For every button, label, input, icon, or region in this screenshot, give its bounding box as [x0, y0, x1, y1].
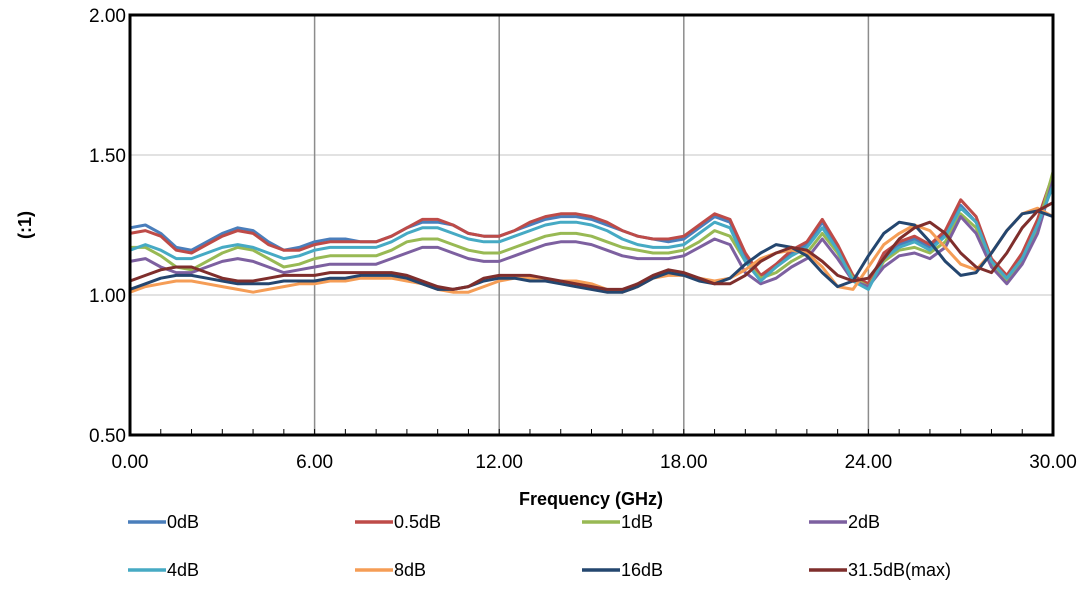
- series-line: [128, 201, 1055, 291]
- axes: 0.50 1.00 1.50 2.00 0.00 6.00 12.00 18.00 24.00 3…: [89, 6, 1077, 473]
- legend-label: 4dB: [167, 560, 199, 580]
- legend-label: 2dB: [848, 512, 880, 532]
- series-line: [128, 175, 1055, 289]
- legend-item: 16dB: [582, 560, 663, 580]
- legend-item: 1dB: [582, 512, 653, 532]
- series-lines: [128, 170, 1055, 294]
- legend-label: 31.5dB(max): [848, 560, 951, 580]
- x-tick-label: 24.00: [845, 452, 893, 473]
- series-line: [128, 209, 1055, 294]
- y-tick-label: 0.50: [89, 426, 126, 447]
- x-tick-label: 12.00: [475, 452, 523, 473]
- series-line: [128, 170, 1055, 289]
- series-line: [128, 184, 1055, 291]
- legend-item: 0dB: [128, 512, 199, 532]
- legend-label: 0dB: [167, 512, 199, 532]
- y-tick-label: 2.00: [89, 6, 126, 27]
- legend-label: 8dB: [394, 560, 426, 580]
- legend-item: 8dB: [355, 560, 426, 580]
- series-line: [128, 173, 1055, 286]
- legend-label: 0.5dB: [394, 512, 441, 532]
- y-tick-label: 1.00: [89, 286, 126, 307]
- legend: 0dB 0.5dB 1dB 2dB 4dB 8dB 16dB 31.5dB(max): [128, 512, 951, 580]
- series-line: [128, 206, 1055, 294]
- legend-label: 16dB: [621, 560, 663, 580]
- x-tick-label: 18.00: [660, 452, 708, 473]
- y-axis-title: (:1): [15, 211, 35, 239]
- legend-item: 31.5dB(max): [809, 560, 951, 580]
- gridlines: [130, 15, 1053, 435]
- x-tick-label: 30.00: [1029, 452, 1077, 473]
- x-tick-label: 0.00: [112, 452, 149, 473]
- legend-item: 2dB: [809, 512, 880, 532]
- series-line: [128, 178, 1055, 289]
- x-axis-title: Frequency (GHz): [519, 489, 663, 509]
- legend-item: 4dB: [128, 560, 199, 580]
- legend-label: 1dB: [621, 512, 653, 532]
- x-tick-label: 6.00: [296, 452, 333, 473]
- y-tick-label: 1.50: [89, 146, 126, 167]
- legend-item: 0.5dB: [355, 512, 441, 532]
